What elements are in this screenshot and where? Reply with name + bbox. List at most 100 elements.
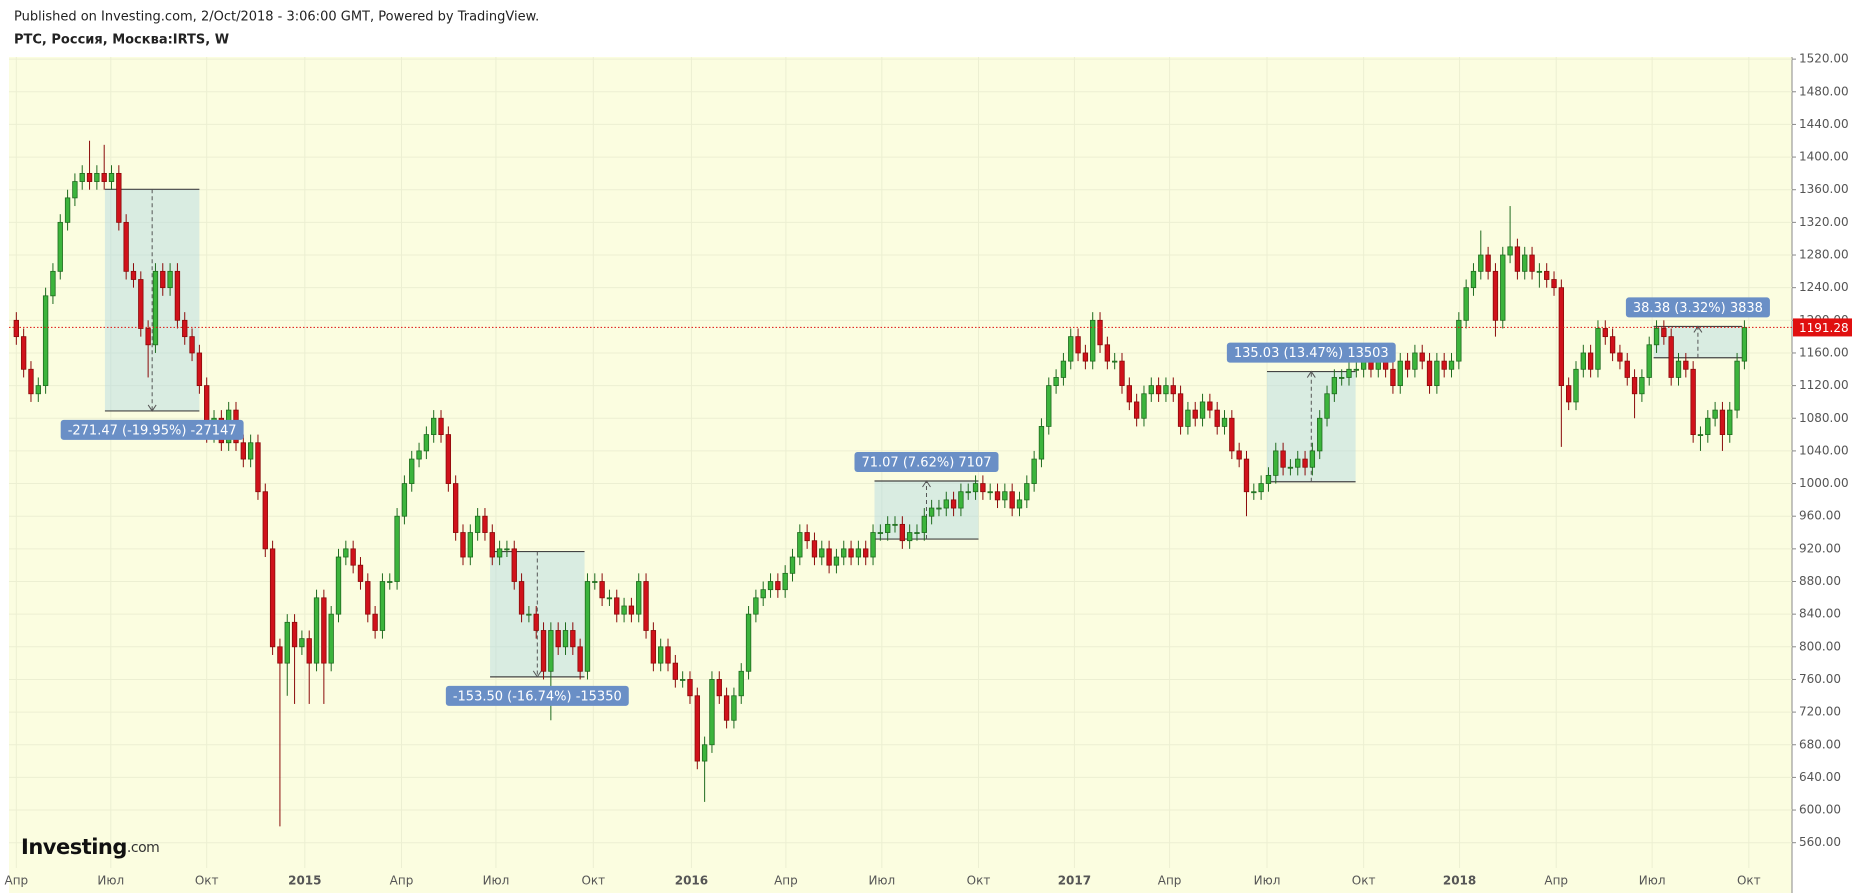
candle-body: [526, 613, 532, 616]
last-price-label: 1191.28: [1799, 321, 1849, 335]
candle-body: [1185, 409, 1191, 427]
candle-body: [1097, 319, 1103, 346]
candle-body: [350, 548, 356, 566]
candle-body: [789, 556, 796, 574]
candle-body: [445, 434, 452, 484]
candle-body: [672, 662, 679, 680]
candle-body: [1075, 336, 1081, 354]
candle-body: [291, 621, 298, 648]
candle-body: [921, 515, 927, 533]
candle-body: [365, 581, 371, 615]
candle-body: [438, 417, 444, 435]
x-tick-label: 2015: [288, 874, 321, 888]
candle-body: [1463, 287, 1469, 321]
measure-label-bg: [60, 419, 244, 440]
candle-body: [160, 270, 166, 289]
candle-body: [782, 572, 788, 591]
candle-body: [1214, 409, 1220, 427]
candle-body: [716, 679, 722, 697]
candle-body: [687, 679, 693, 697]
candle-body: [965, 491, 971, 494]
y-tick-label: 560.00: [1799, 835, 1841, 849]
candle-body: [1639, 377, 1645, 395]
candle-body: [1456, 319, 1462, 362]
candle-body: [950, 499, 957, 509]
candle-body: [72, 181, 78, 199]
candle-body: [1470, 270, 1477, 289]
candle-body: [42, 295, 49, 387]
measure-label: -271.47 (-19.95%) -27147: [68, 423, 237, 438]
measure-label: 135.03 (13.47%) 13503: [1234, 346, 1389, 361]
candle-body: [57, 221, 63, 272]
candle-body: [1287, 466, 1294, 469]
candle-body: [401, 483, 408, 517]
x-tick-label: Окт: [967, 874, 991, 888]
candle-body: [1441, 360, 1447, 370]
candle-body: [101, 172, 107, 182]
candle-body: [1317, 417, 1323, 452]
candle-body: [760, 589, 766, 599]
candle-body: [130, 270, 137, 280]
candle-body: [1587, 352, 1594, 370]
y-tick-label: 1120.00: [1799, 378, 1849, 392]
candle-body: [123, 221, 129, 272]
candle-body: [679, 679, 686, 681]
candle-body: [394, 515, 400, 582]
plot-area: [9, 57, 1792, 893]
candle-body: [1126, 385, 1132, 403]
candle-body: [540, 630, 547, 672]
candle-body: [1133, 401, 1140, 419]
measure-arrowhead: [1306, 370, 1316, 378]
candle-body: [86, 172, 93, 182]
candle-body: [1719, 409, 1726, 435]
candle-body: [28, 368, 34, 395]
candle-body: [1683, 360, 1689, 370]
x-tick-label: Апр: [1158, 874, 1182, 888]
candle-body: [138, 279, 144, 329]
candle-body: [1243, 458, 1250, 493]
candle-body: [1536, 270, 1543, 273]
y-tick-label: 1400.00: [1799, 150, 1849, 164]
y-tick-label: 1080.00: [1799, 411, 1849, 425]
x-tick-label: Апр: [774, 874, 798, 888]
y-tick-label: 1480.00: [1799, 84, 1849, 98]
candle-body: [1668, 336, 1674, 378]
candle-body: [1434, 360, 1440, 387]
candle-body: [167, 270, 173, 289]
x-tick-label: 2016: [675, 874, 708, 888]
candle-body: [1265, 474, 1272, 484]
candle-body: [1068, 336, 1074, 362]
candle-body: [196, 352, 203, 387]
candle-body: [1353, 368, 1359, 371]
candle-body: [841, 548, 847, 558]
candle-body: [658, 646, 664, 664]
candle-body: [833, 556, 840, 566]
candle-body: [1727, 409, 1733, 435]
candle-body: [1346, 368, 1352, 378]
measure-label-bg: [1625, 297, 1770, 318]
x-tick-label: Июл: [483, 874, 510, 888]
candle-body: [1419, 352, 1425, 362]
candle-body: [518, 581, 525, 615]
candle-body: [855, 548, 862, 558]
candle-body: [152, 270, 159, 346]
candle-body: [914, 532, 920, 534]
candle-body: [1221, 417, 1228, 427]
candle-body: [1448, 360, 1455, 370]
candle-body: [1661, 328, 1667, 338]
candle-body: [299, 638, 305, 648]
candle-body: [1273, 450, 1279, 476]
y-tick-label: 840.00: [1799, 607, 1841, 621]
candle-body: [335, 556, 342, 615]
candle-body: [1163, 385, 1169, 395]
y-tick-label: 960.00: [1799, 509, 1841, 523]
candle-body: [1602, 328, 1608, 338]
candle-body: [892, 523, 898, 526]
candle-body: [1236, 450, 1242, 460]
candle-body: [1177, 393, 1184, 427]
candle-body: [899, 523, 906, 542]
y-tick-label: 1040.00: [1799, 443, 1849, 457]
candle-body: [247, 442, 254, 460]
x-tick-label: Июл: [868, 874, 895, 888]
